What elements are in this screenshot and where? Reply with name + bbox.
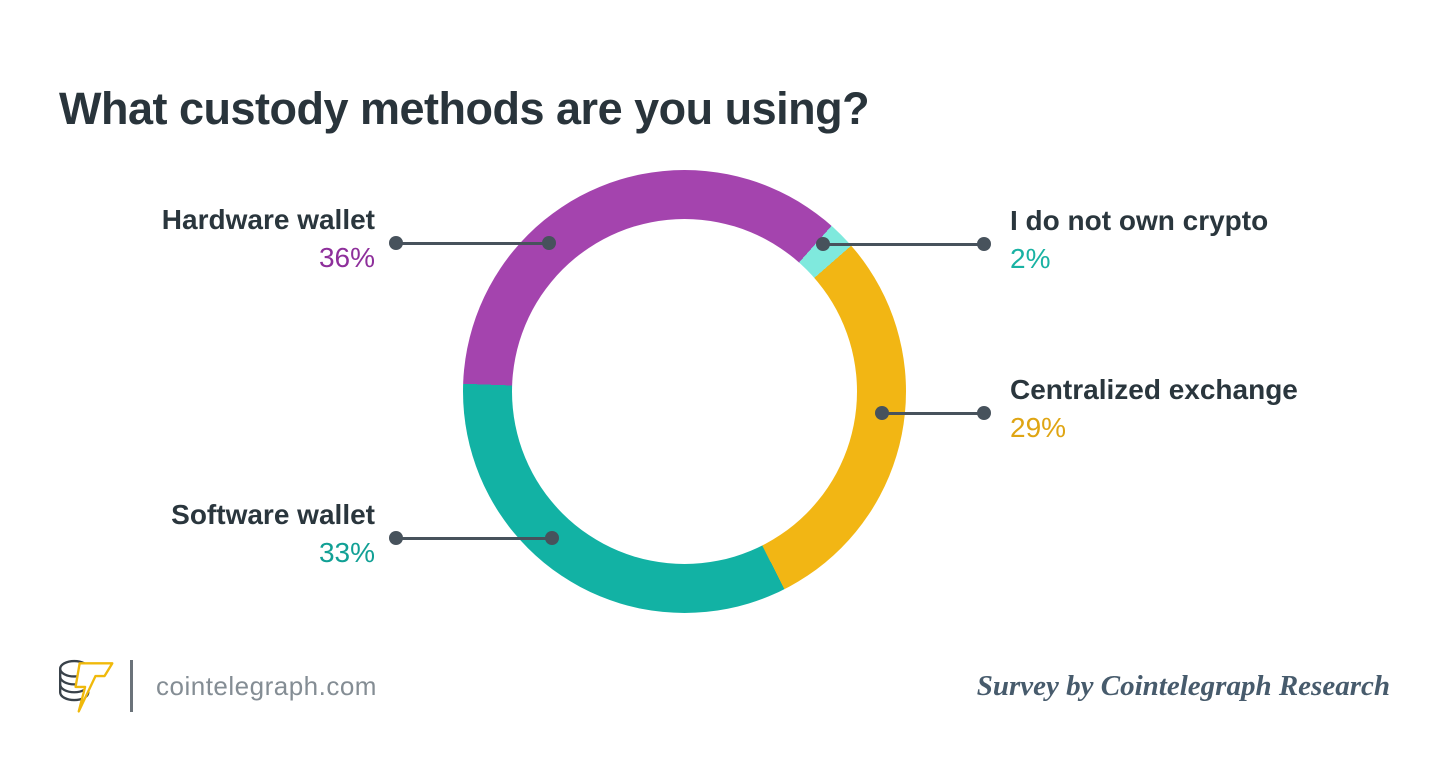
cointelegraph-logo-icon: [58, 659, 114, 713]
callout-no-crypto: I do not own crypto 2%: [1010, 202, 1268, 278]
leader-line: [882, 411, 984, 415]
footer-site-url: cointelegraph.com: [156, 671, 377, 701]
footer-credit-text: Survey by Cointelegraph Research: [976, 670, 1390, 702]
segment-percentage: 33%: [318, 537, 375, 568]
leader-line: [823, 242, 984, 246]
leader-dot: [977, 237, 991, 251]
segment-label: Centralized exchange: [1010, 374, 1298, 405]
callout-hardware-wallet: Hardware wallet 36%: [162, 201, 375, 277]
callout-centralized-exchange: Centralized exchange 29%: [1010, 371, 1298, 447]
callout-software-wallet: Software wallet 33%: [171, 496, 375, 572]
segment-label: I do not own crypto: [1010, 205, 1269, 236]
footer-divider: [130, 660, 133, 712]
leader-line-software-wallet: [389, 531, 559, 545]
leader-dot: [977, 406, 991, 420]
leader-line-centralized-exchange: [875, 406, 991, 420]
segment-label: Software wallet: [171, 499, 375, 530]
leader-line-hardware-wallet: [389, 236, 556, 250]
leader-line-no-crypto: [816, 237, 991, 251]
segment-percentage: 29%: [1010, 412, 1067, 443]
chart-title: What custody methods are you using?: [59, 83, 870, 135]
leader-dot: [545, 531, 559, 545]
donut-hole: [512, 219, 857, 564]
leader-line: [396, 241, 549, 245]
segment-percentage: 36%: [318, 242, 375, 273]
segment-label: Hardware wallet: [161, 204, 375, 235]
leader-dot: [542, 236, 556, 250]
segment-percentage: 2%: [1010, 243, 1051, 274]
leader-line: [396, 536, 552, 540]
